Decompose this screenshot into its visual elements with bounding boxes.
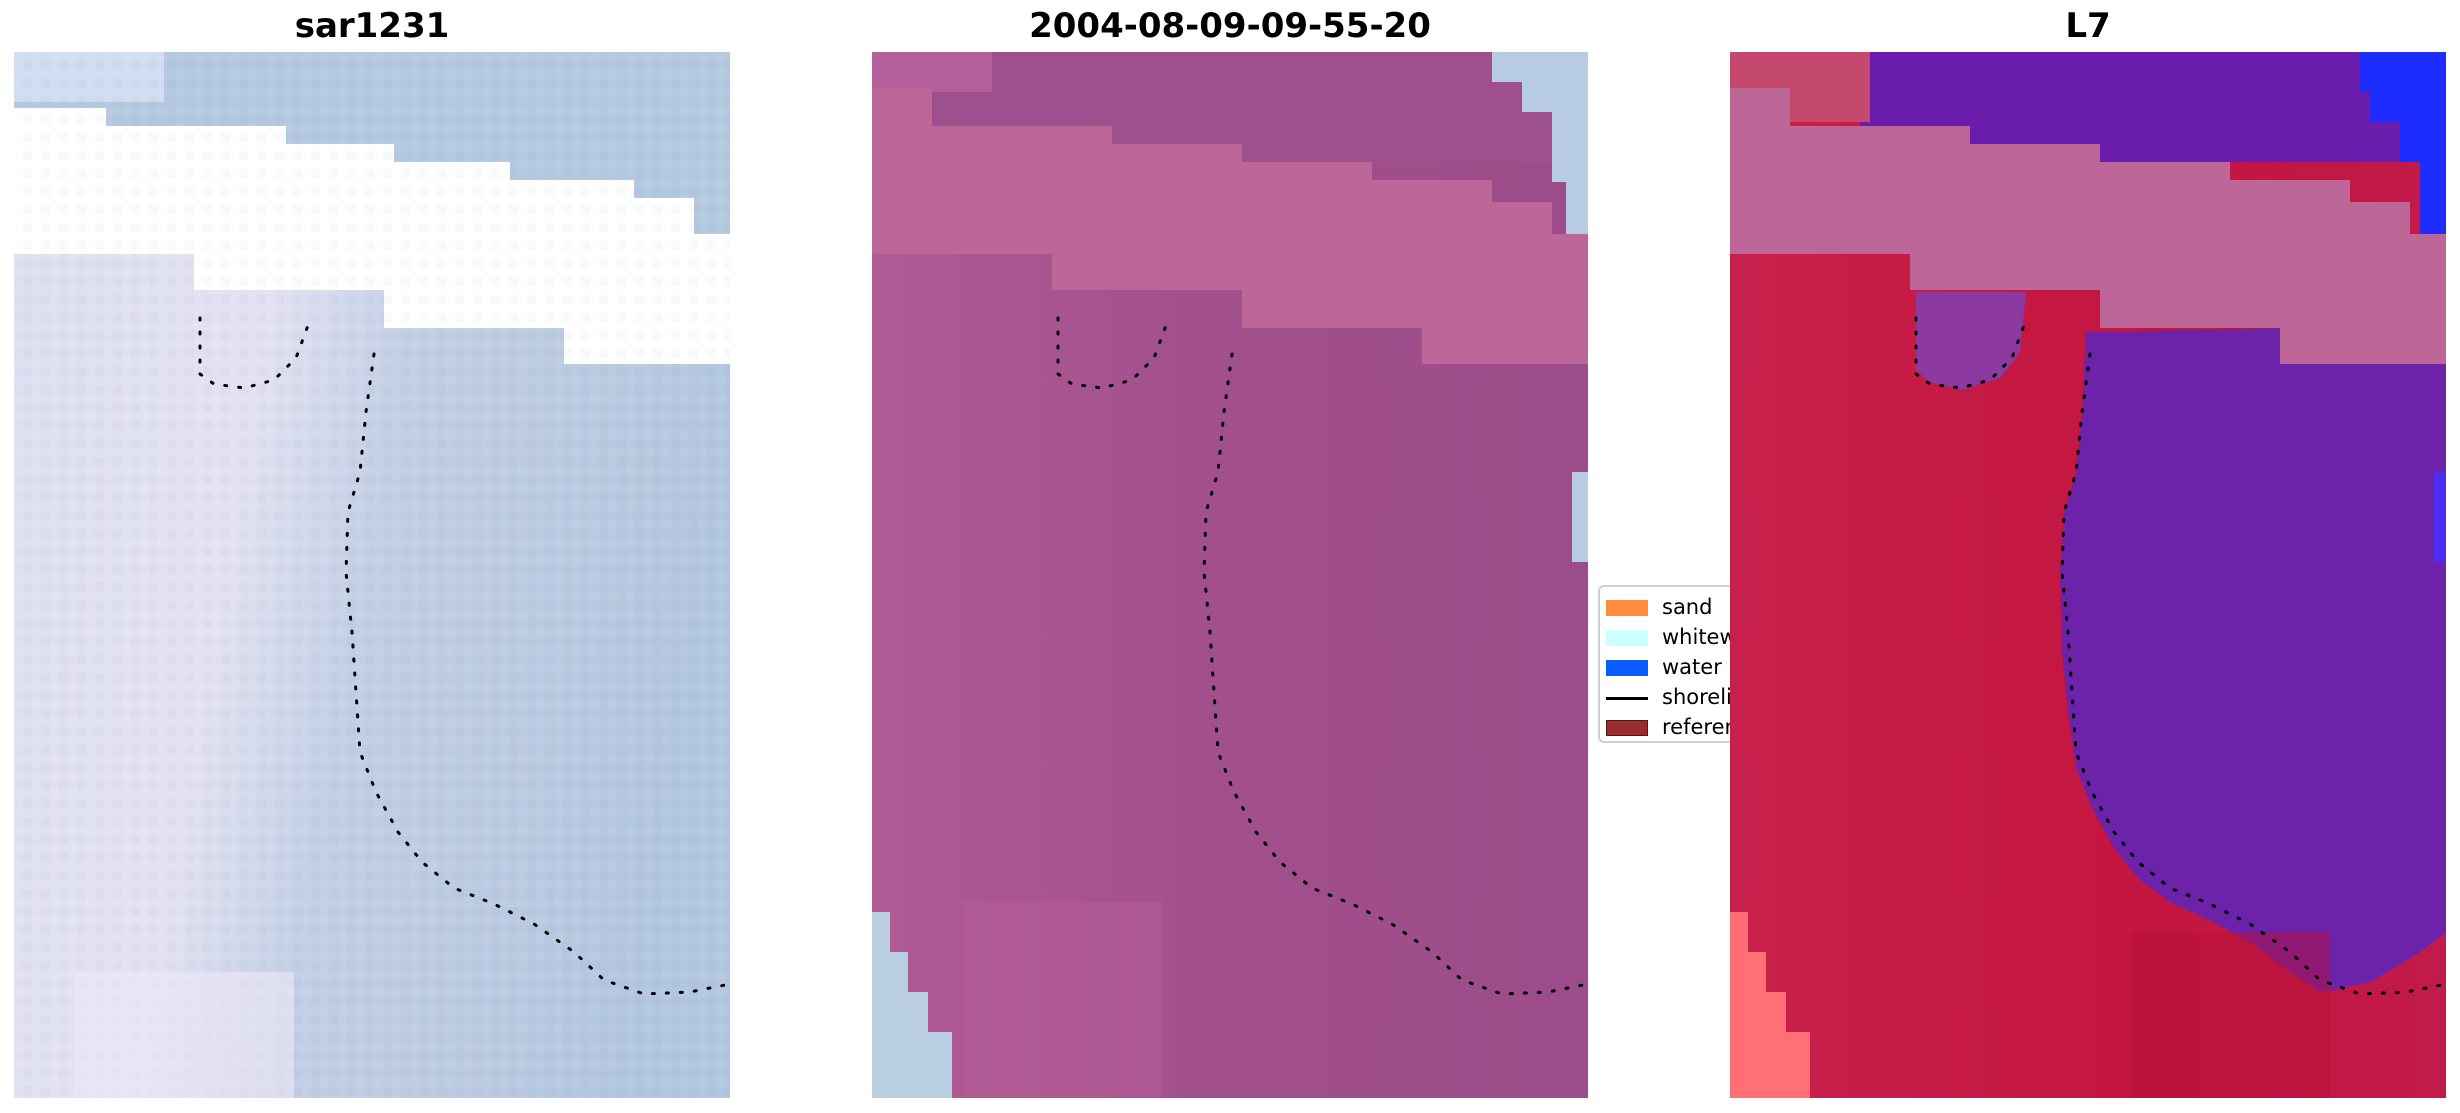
panel-title-sar1231: sar1231 <box>294 6 450 46</box>
panel-title-l7: L7 <box>2065 6 2111 46</box>
image-panel-classification-b <box>1730 52 2446 1098</box>
legend-item-sand: sand <box>1606 595 1712 619</box>
legend-item-reference: reference <box>1606 715 1746 739</box>
legend: sand whitewater water shoreline referenc… <box>1598 585 1748 743</box>
legend-item-shoreline: shoreline <box>1606 685 1746 709</box>
image-region-band <box>1730 88 2446 364</box>
image-region-water <box>1916 292 2026 390</box>
shoreline-path <box>1056 316 1588 996</box>
image-region-water <box>2434 472 2446 562</box>
image-panel-rgb <box>14 52 730 1098</box>
legend-swatch-whitewater <box>1606 630 1648 646</box>
image-region-sand <box>1730 912 1810 1098</box>
image-region-water <box>2060 328 2446 992</box>
image-highlight <box>74 972 294 1098</box>
image-highlight <box>872 52 992 92</box>
legend-swatch-reference <box>1606 720 1648 736</box>
panel-title-date: 2004-08-09-09-55-20 <box>1029 6 1431 46</box>
legend-line-shoreline <box>1606 696 1648 700</box>
legend-item-water: water <box>1606 655 1722 679</box>
image-region-water <box>1572 472 1588 562</box>
legend-item-whitewater: whitewater <box>1606 625 1746 649</box>
legend-swatch-water <box>1606 660 1648 676</box>
image-panel-classification-a <box>872 52 1588 1098</box>
image-region-water <box>872 912 952 1098</box>
image-region-band <box>872 88 1588 364</box>
legend-swatch-sand <box>1606 600 1648 616</box>
image-region-water <box>2360 52 2446 234</box>
shoreline-path <box>1914 316 2446 996</box>
shoreline-path <box>198 316 730 996</box>
legend-label: sand <box>1662 595 1713 619</box>
legend-label: water <box>1662 655 1722 679</box>
image-region-water <box>1492 52 1588 234</box>
